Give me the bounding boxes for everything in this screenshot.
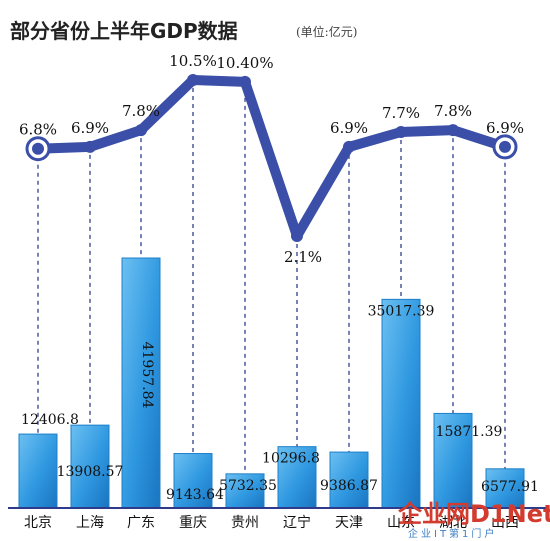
bar: [70, 424, 110, 509]
bar-value-label: 5732.35: [219, 478, 277, 494]
category-label: 天津: [335, 515, 363, 531]
growth-point: [291, 230, 303, 242]
category-label: 贵州: [231, 515, 259, 531]
growth-point: [135, 124, 147, 137]
growth-rate-label: 10.40%: [216, 54, 273, 72]
growth-point: [32, 142, 44, 155]
category-label: 广东: [127, 515, 155, 531]
watermark-tagline: 企业IT第1门户: [408, 527, 497, 540]
growth-point: [187, 74, 199, 86]
category-labels: 北京 上海 广东 重庆 贵州 辽宁 天津 山东 湖北 山西: [24, 514, 519, 531]
bar-value-label: 9386.87: [320, 478, 378, 494]
bar-value-label: 13908.57: [57, 464, 124, 480]
category-label: 上海: [76, 515, 104, 531]
category-label: 山西: [491, 515, 519, 531]
category-label: 北京: [24, 515, 52, 531]
bar: [18, 433, 58, 509]
growth-point: [84, 140, 96, 153]
category-label: 山东: [387, 515, 415, 531]
category-label: 湖北: [439, 515, 467, 531]
growth-rate-label: 6.9%: [486, 119, 524, 137]
growth-point: [395, 126, 407, 138]
bar-value-label: 9143.64: [166, 487, 224, 503]
growth-rate-label: 2.1%: [284, 248, 322, 266]
growth-point: [239, 75, 251, 88]
growth-line: [25, 74, 518, 242]
growth-rate-labels: 6.8% 6.9% 7.8% 10.5% 10.40% 2.1% 6.9% 7.7% 7.8% 6…: [19, 52, 524, 266]
bars: [18, 257, 525, 509]
growth-rate-label: 10.5%: [169, 52, 217, 70]
growth-line-path: [33, 75, 510, 241]
chart-title: 部分省份上半年GDP数据: [10, 19, 238, 43]
watermark-logo: 企业网D1Net: [398, 500, 550, 528]
bar-value-label: 15871.39: [436, 424, 503, 440]
growth-rate-label: 7.8%: [434, 102, 472, 120]
bar-value-label: 12406.8: [21, 412, 79, 428]
growth-point: [499, 140, 511, 153]
bar: [173, 453, 213, 509]
bar: [225, 473, 265, 509]
bar: [433, 412, 473, 509]
growth-point: [343, 140, 355, 153]
bar: [329, 451, 369, 509]
growth-rate-label: 6.9%: [330, 119, 368, 137]
growth-rate-label: 7.8%: [122, 102, 160, 120]
growth-rate-label: 6.9%: [71, 119, 109, 137]
bar-value-label: 35017.39: [368, 303, 435, 319]
bar: [381, 298, 421, 509]
unit-note: (单位:亿元): [296, 24, 357, 39]
bar: [121, 257, 161, 509]
category-label: 辽宁: [283, 514, 311, 531]
bar-value-label: 41957.84: [139, 342, 155, 409]
watermark: 企业网D1Net 企业IT第1门户: [398, 500, 550, 540]
bar: [277, 446, 317, 509]
connector-lines: [37, 88, 506, 474]
bar-value-label: 10296.8: [262, 451, 320, 467]
bar-value-label: 6577.91: [481, 479, 539, 495]
category-label: 重庆: [179, 515, 207, 531]
growth-rate-label: 7.7%: [382, 104, 420, 122]
growth-point: [447, 124, 459, 137]
growth-rate-label: 6.8%: [19, 121, 57, 139]
